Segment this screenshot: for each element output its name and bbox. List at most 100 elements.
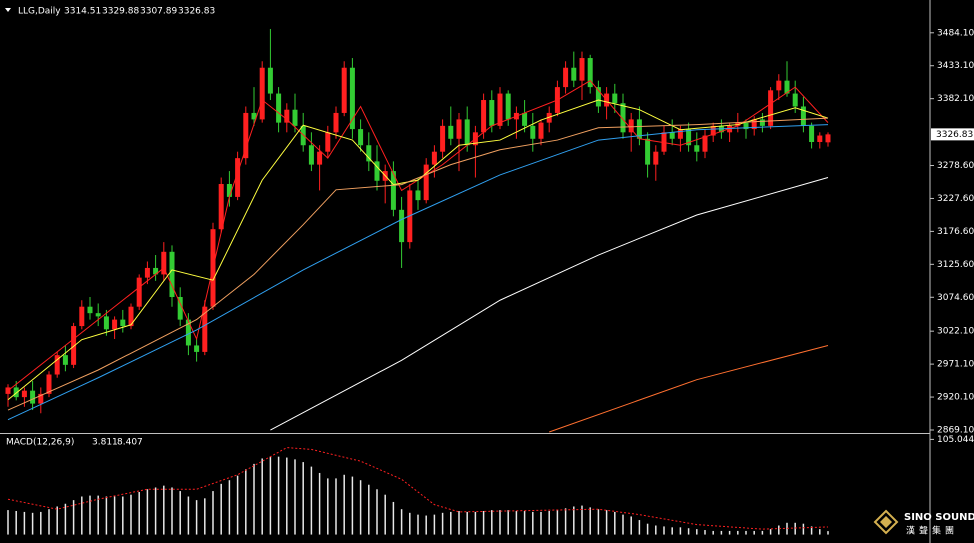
candle-body [235, 158, 241, 197]
candle-body [95, 313, 101, 317]
candle-body [702, 135, 708, 152]
logo-sub: 漢聲集團 [906, 525, 958, 537]
ohlc-low: 3307.89 [140, 7, 177, 17]
candle-body [628, 119, 634, 133]
candle-body [54, 355, 60, 375]
y-tick-label: 3227.60 [937, 194, 974, 204]
ohlc-close: 3326.83 [178, 7, 215, 17]
candle-body [325, 132, 331, 152]
candle-body [530, 125, 536, 139]
candle-body [333, 112, 339, 133]
candle-body [62, 355, 68, 365]
logo-icon [873, 509, 899, 535]
candle-body [546, 112, 552, 123]
current-price-box [931, 128, 974, 141]
candle-body [571, 67, 577, 81]
candle-body [46, 374, 52, 394]
candle-body [267, 67, 273, 94]
y-tick-label: 3484.10 [937, 28, 974, 38]
y-tick-label: 3382.10 [937, 94, 974, 104]
logo-brand: SINO SOUND [904, 512, 974, 523]
candle-body [448, 125, 454, 139]
candle-body [686, 129, 692, 146]
candle-body [653, 151, 659, 165]
candle-body [743, 122, 749, 130]
candle-body [522, 112, 528, 126]
candle-body [538, 122, 544, 139]
candle-body [5, 387, 11, 394]
chart-title: LLG,Daily [18, 7, 61, 17]
candle-body [153, 267, 159, 275]
candle-body [194, 345, 200, 352]
moving-average [270, 177, 829, 431]
candle-body [620, 103, 626, 133]
candle-body [481, 100, 487, 133]
moving-average [7, 80, 829, 392]
candle-body [366, 145, 372, 162]
candle-body [87, 306, 93, 314]
candle-body [38, 393, 44, 404]
candle-body [317, 151, 323, 165]
candle-body [161, 251, 167, 275]
candle-body [776, 80, 782, 91]
candle-body [759, 119, 765, 126]
moving-average [7, 117, 829, 411]
y-tick-label: 2971.10 [937, 360, 974, 370]
menu-arrow[interactable] [5, 8, 11, 12]
candle-body [751, 119, 757, 130]
candle-body [112, 319, 118, 330]
candle-body [292, 109, 298, 126]
candle-body [120, 319, 126, 327]
candle-body [505, 93, 511, 120]
candle-body [259, 67, 265, 120]
candle-body [423, 164, 429, 201]
candle-body [13, 387, 19, 398]
candle-body [218, 183, 224, 230]
candle-body [349, 67, 355, 130]
candle-body [809, 125, 815, 143]
moving-average [7, 124, 829, 421]
candle-body [800, 106, 806, 126]
candle-body [579, 58, 585, 81]
current-price-label: 3326.83 [936, 130, 973, 140]
candle-body [276, 93, 282, 123]
candle-body [390, 171, 396, 210]
candle-body [415, 190, 421, 201]
candle-body [251, 112, 257, 120]
macd-label: MACD(12,26,9) [6, 438, 74, 448]
candle-body [103, 316, 109, 330]
candle-body [677, 129, 683, 139]
candle-body [669, 132, 675, 139]
macd-signal [7, 447, 829, 530]
y-tick-label: 3433.10 [937, 61, 974, 71]
candle-body [825, 134, 831, 143]
candle-body [226, 183, 232, 197]
candle-body [308, 145, 314, 165]
macd-signal-value: 8.407 [117, 438, 143, 448]
y-tick-label: 2920.10 [937, 393, 974, 403]
candle-body [169, 251, 175, 298]
candle-body [440, 125, 446, 152]
y-tick-label: 3074.60 [937, 293, 974, 303]
candle-body [136, 277, 142, 307]
candle-body [243, 112, 249, 159]
candle-body [661, 132, 667, 152]
candle-body [768, 90, 774, 126]
macd-value: 3.811 [92, 438, 118, 448]
candle-body [21, 390, 27, 398]
candle-body [497, 93, 503, 126]
candle-body [489, 100, 495, 126]
y-tick-label: 3022.10 [937, 327, 974, 337]
candle-body [374, 161, 380, 181]
candle-body [694, 145, 700, 152]
candle-body [177, 297, 183, 320]
candle-body [817, 135, 823, 143]
candle-body [784, 80, 790, 94]
candle-body [645, 138, 651, 165]
candle-body [464, 119, 470, 146]
candle-body [399, 209, 405, 243]
candle-body [71, 326, 77, 365]
candle-body [341, 67, 347, 113]
candle-body [587, 58, 593, 88]
